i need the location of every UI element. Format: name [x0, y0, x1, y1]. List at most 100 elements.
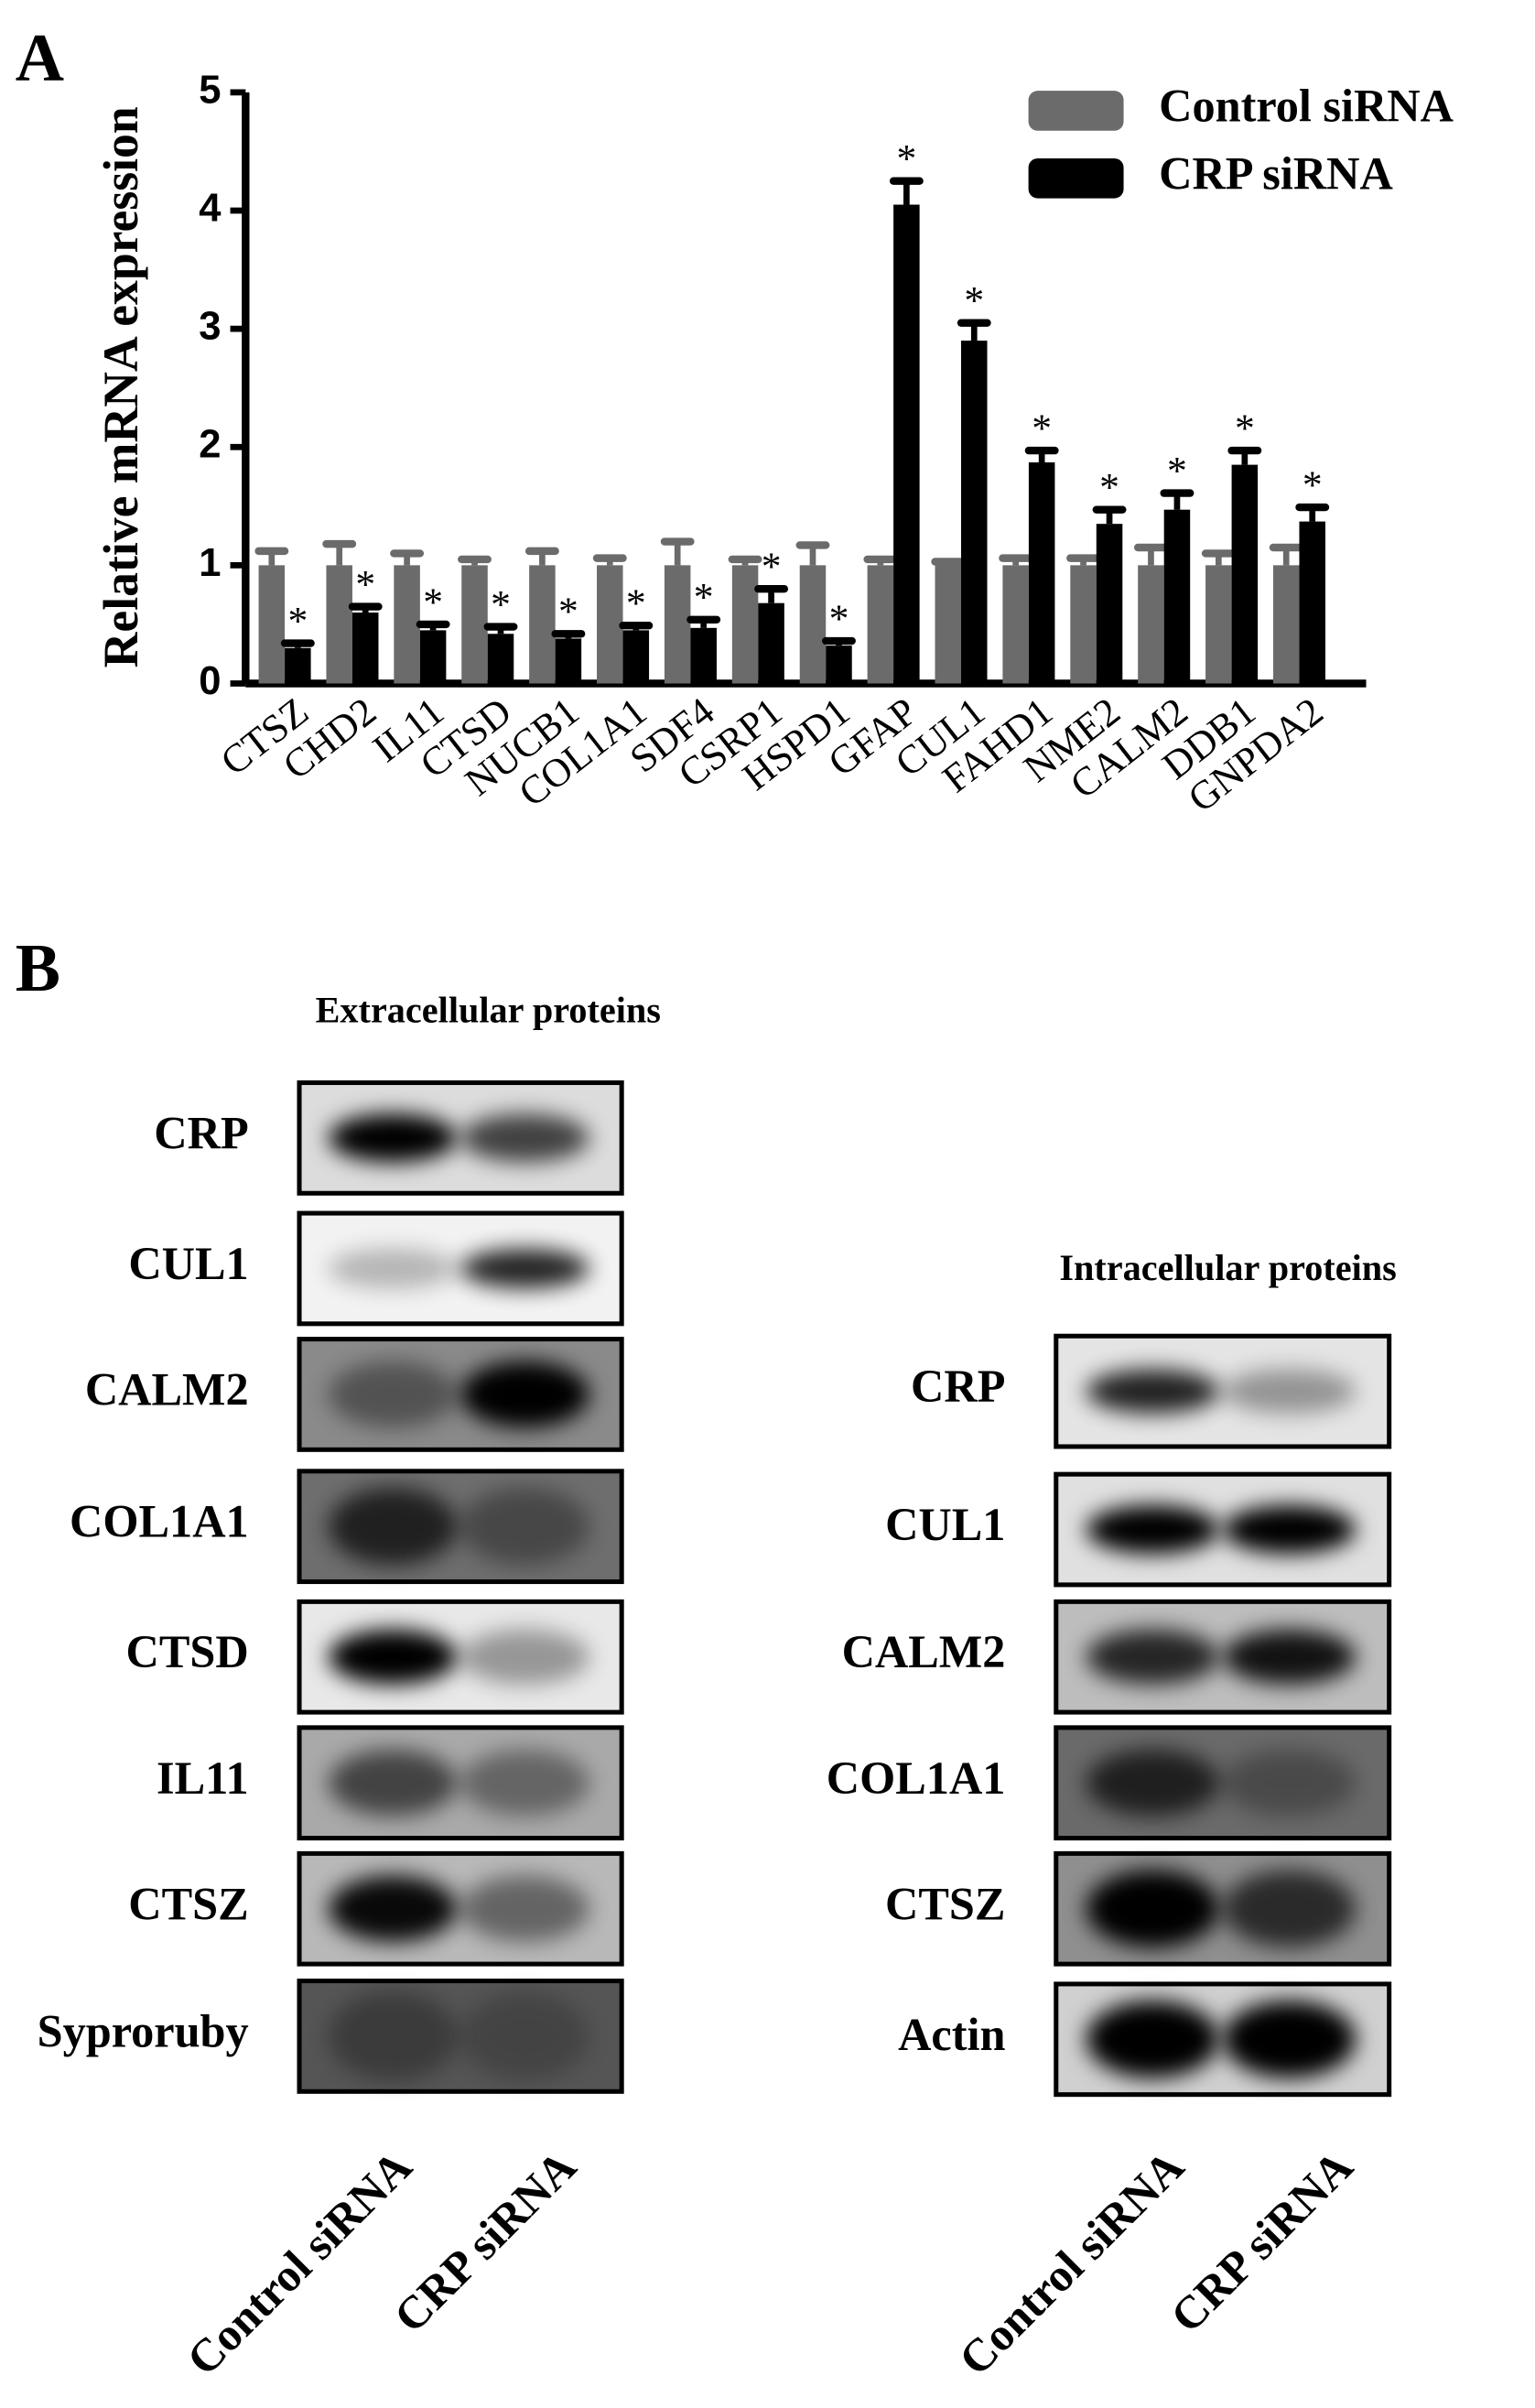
- blot-band: [460, 1991, 589, 2081]
- bar: [1096, 524, 1123, 684]
- blot-row-label: COL1A1: [827, 1752, 1006, 1804]
- significance-marker: *: [1099, 466, 1119, 510]
- blot-band: [328, 1629, 458, 1685]
- blot-band: [328, 1991, 458, 2081]
- blot-row-label: CALM2: [842, 1626, 1006, 1677]
- bar: [1205, 565, 1232, 684]
- legend-label: Control siRNA: [1159, 81, 1454, 132]
- significance-marker: *: [829, 597, 849, 641]
- significance-marker: *: [287, 599, 308, 643]
- bar: [326, 565, 352, 684]
- bar: [664, 565, 691, 684]
- significance-marker: *: [491, 582, 511, 626]
- blot-row-label: Syproruby: [38, 2005, 249, 2056]
- blot-row-label: CTSD: [126, 1626, 249, 1677]
- significance-marker: *: [355, 562, 375, 606]
- blot-band: [1222, 1750, 1357, 1817]
- blot-band: [328, 1750, 458, 1817]
- blot-band: [1086, 1750, 1220, 1817]
- bar: [394, 565, 420, 684]
- blot-row-label: CUL1: [128, 1238, 248, 1289]
- bar: [731, 565, 759, 684]
- blot-row-label: IL11: [157, 1752, 249, 1804]
- significance-marker: *: [896, 137, 916, 181]
- bar: [935, 565, 962, 684]
- blot-row-label: CRP: [911, 1361, 1005, 1412]
- blot-band: [460, 1248, 589, 1289]
- significance-marker: *: [1167, 449, 1187, 493]
- panel-label: A: [16, 20, 64, 95]
- bar: [351, 613, 379, 684]
- bar: [826, 645, 852, 684]
- significance-marker: *: [762, 545, 782, 589]
- bar: [867, 565, 894, 684]
- bar: [555, 638, 582, 684]
- bar: [258, 565, 286, 684]
- bar: [961, 341, 988, 684]
- bar: [529, 565, 556, 684]
- legend-label: CRP siRNA: [1159, 147, 1393, 199]
- bar: [1070, 565, 1097, 684]
- bar: [419, 630, 447, 684]
- bar: [799, 565, 827, 684]
- panel-label: B: [16, 930, 60, 1005]
- significance-marker: *: [558, 590, 578, 634]
- bar: [893, 204, 920, 684]
- blot-band: [460, 1361, 589, 1428]
- blot-band: [460, 1750, 589, 1817]
- lane-label: Control siRNA: [949, 2141, 1194, 2385]
- bar: [461, 565, 488, 684]
- y-axis-label: Relative mRNA expression: [93, 106, 148, 667]
- bar: [1002, 565, 1029, 684]
- blot-row-label: CTSZ: [885, 1878, 1005, 1929]
- blot-row-label: Actin: [898, 2009, 1005, 2060]
- significance-marker: *: [423, 580, 443, 624]
- bar: [690, 627, 717, 684]
- blot-band: [1222, 1504, 1357, 1555]
- significance-marker: *: [1303, 463, 1323, 507]
- lane-label: Control siRNA: [177, 2141, 421, 2385]
- y-tick-label: 2: [199, 423, 221, 467]
- significance-marker: *: [1032, 407, 1052, 450]
- bar: [1272, 565, 1300, 684]
- blot-band: [460, 1113, 589, 1163]
- y-tick-label: 3: [199, 305, 221, 349]
- bar: [487, 634, 514, 684]
- blot-band: [1086, 2001, 1220, 2078]
- blot-row-label: COL1A1: [70, 1496, 249, 1547]
- blot-row-label: CTSZ: [128, 1878, 248, 1929]
- bar: [1231, 464, 1259, 684]
- blot-band: [1086, 1504, 1220, 1555]
- significance-marker: *: [1235, 407, 1255, 450]
- blot-band: [460, 1487, 589, 1566]
- bar: [285, 647, 311, 684]
- blot-title: Intracellular proteins: [1059, 1247, 1396, 1288]
- significance-marker: *: [626, 581, 646, 625]
- y-tick-label: 0: [199, 659, 221, 703]
- y-tick-label: 4: [199, 186, 222, 230]
- blot-band: [328, 1113, 458, 1163]
- legend-swatch: [1028, 157, 1124, 199]
- blot-row-label: CRP: [154, 1107, 248, 1158]
- blot-band: [1222, 2001, 1357, 2078]
- bar: [1028, 462, 1055, 684]
- blot-band: [1086, 1870, 1220, 1948]
- significance-marker: *: [964, 279, 984, 323]
- legend-swatch: [1028, 91, 1124, 131]
- blot-band: [1222, 1369, 1357, 1414]
- blot-band: [1222, 1629, 1357, 1685]
- blot-band: [1086, 1369, 1220, 1414]
- y-tick-label: 1: [199, 541, 221, 585]
- significance-marker: *: [694, 576, 714, 620]
- blot-band: [1222, 1870, 1357, 1948]
- blot-band: [328, 1875, 458, 1942]
- bar: [1299, 521, 1325, 684]
- bar: [622, 630, 650, 684]
- blot-row-label: CUL1: [885, 1499, 1005, 1550]
- blot-band: [328, 1487, 458, 1566]
- bar: [758, 602, 784, 684]
- blot-band: [460, 1875, 589, 1942]
- blot-band: [328, 1248, 458, 1289]
- blot-title: Extracellular proteins: [316, 989, 661, 1030]
